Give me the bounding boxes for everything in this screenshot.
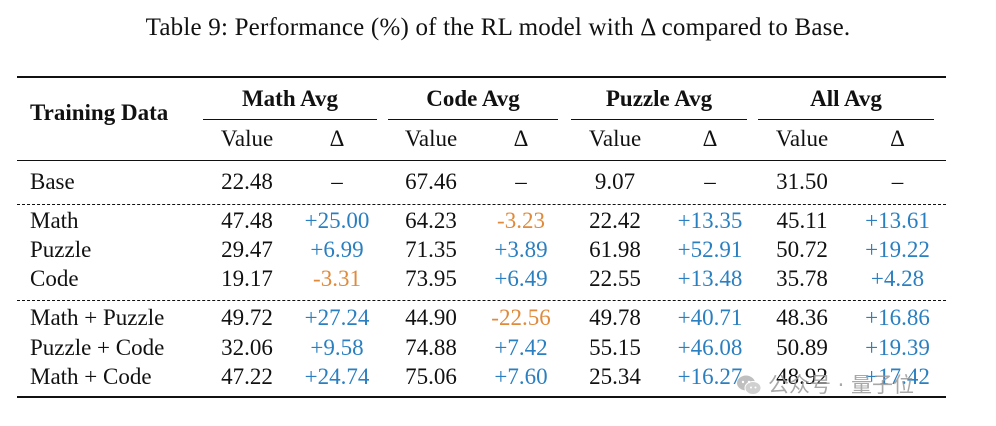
row-label: Math xyxy=(30,208,79,233)
subheader-value: Value xyxy=(404,126,458,151)
delta-cell: -22.56 xyxy=(491,305,551,330)
delta-cell: +52.91 xyxy=(677,237,743,262)
value-cell: 22.48 xyxy=(221,169,273,194)
delta-cell: +24.74 xyxy=(304,364,370,389)
delta-cell: +6.99 xyxy=(310,237,364,262)
row-label-header: Training Data xyxy=(30,100,169,125)
code-group-rule xyxy=(388,119,558,120)
delta-cell: +46.08 xyxy=(677,335,743,360)
delta-cell: +19.22 xyxy=(865,237,930,262)
value-cell: 25.34 xyxy=(589,364,641,389)
subheader-delta: Δ xyxy=(702,126,718,151)
delta-cell: +17.42 xyxy=(865,364,930,389)
value-cell: 9.07 xyxy=(594,169,636,194)
value-cell: 47.48 xyxy=(221,208,273,233)
delta-cell: – xyxy=(331,169,343,194)
row-label: Code xyxy=(30,266,79,291)
value-cell: 50.72 xyxy=(776,237,828,262)
section-divider xyxy=(17,300,946,301)
delta-cell: +40.71 xyxy=(677,305,743,330)
group-header-puzzle: Puzzle Avg xyxy=(605,86,713,111)
delta-cell: – xyxy=(704,169,716,194)
delta-cell: +4.28 xyxy=(870,266,925,291)
value-cell: 32.06 xyxy=(221,335,273,360)
delta-cell: +25.00 xyxy=(304,208,370,233)
header-rule xyxy=(17,160,946,161)
delta-cell: +9.58 xyxy=(310,335,364,360)
row-label: Math + Code xyxy=(30,364,152,389)
value-cell: 61.98 xyxy=(589,237,641,262)
value-cell: 74.88 xyxy=(405,335,457,360)
delta-cell: -3.31 xyxy=(313,266,361,291)
value-cell: 71.35 xyxy=(405,237,457,262)
row-label: Math + Puzzle xyxy=(30,305,165,330)
value-cell: 64.23 xyxy=(405,208,457,233)
subheader-delta: Δ xyxy=(329,126,345,151)
row-label: Base xyxy=(30,169,75,194)
all-group-rule xyxy=(758,119,934,120)
delta-cell: – xyxy=(891,169,904,194)
watermark-text: 公众号 · 量子位 xyxy=(768,373,915,397)
value-cell: 48.92 xyxy=(776,364,828,389)
value-cell: 29.47 xyxy=(221,237,273,262)
watermark: 公众号 · 量子位 xyxy=(736,368,971,402)
value-cell: 67.46 xyxy=(405,169,457,194)
subheader-value: Value xyxy=(220,126,274,151)
value-cell: 55.15 xyxy=(589,335,641,360)
delta-cell: +16.27 xyxy=(677,364,743,389)
value-cell: 49.78 xyxy=(589,305,641,330)
delta-cell: +13.35 xyxy=(677,208,743,233)
value-cell: 75.06 xyxy=(405,364,457,389)
value-cell: 50.89 xyxy=(776,335,828,360)
group-header-code: Code Avg xyxy=(426,86,520,111)
bottom-rule xyxy=(17,396,946,398)
table-caption: Table 9: Performance (%) of the RL model… xyxy=(145,14,851,41)
puzzle-group-rule xyxy=(571,119,747,120)
delta-cell: +13.61 xyxy=(865,208,930,233)
value-cell: 49.72 xyxy=(221,305,273,330)
delta-cell: – xyxy=(515,169,527,194)
value-cell: 22.42 xyxy=(589,208,641,233)
delta-cell: +27.24 xyxy=(304,305,370,330)
wechat-icon xyxy=(737,375,762,395)
math-group-rule xyxy=(203,119,377,120)
subheader-value: Value xyxy=(588,126,642,151)
row-label: Puzzle xyxy=(30,237,92,262)
value-cell: 48.36 xyxy=(776,305,828,330)
value-cell: 73.95 xyxy=(405,266,457,291)
subheader-value: Value xyxy=(775,126,829,151)
delta-cell: -3.23 xyxy=(497,208,545,233)
delta-cell: +7.42 xyxy=(494,335,548,360)
delta-cell: +6.49 xyxy=(494,266,548,291)
row-label: Puzzle + Code xyxy=(30,335,165,360)
delta-cell: +13.48 xyxy=(677,266,743,291)
delta-cell: +3.89 xyxy=(494,237,548,262)
value-cell: 35.78 xyxy=(776,266,828,291)
value-cell: 44.90 xyxy=(405,305,457,330)
value-cell: 22.55 xyxy=(589,266,641,291)
subheader-delta: Δ xyxy=(890,126,905,151)
delta-cell: +16.86 xyxy=(865,305,930,330)
value-cell: 19.17 xyxy=(221,266,273,291)
section-divider xyxy=(17,204,946,205)
value-cell: 45.11 xyxy=(776,208,828,233)
group-header-all: All Avg xyxy=(810,86,882,111)
top-rule xyxy=(17,76,946,78)
value-cell: 47.22 xyxy=(221,364,273,389)
value-cell: 31.50 xyxy=(776,169,828,194)
delta-cell: +7.60 xyxy=(494,364,548,389)
group-header-math: Math Avg xyxy=(241,86,339,111)
delta-cell: +19.39 xyxy=(865,335,930,360)
subheader-delta: Δ xyxy=(513,126,529,151)
